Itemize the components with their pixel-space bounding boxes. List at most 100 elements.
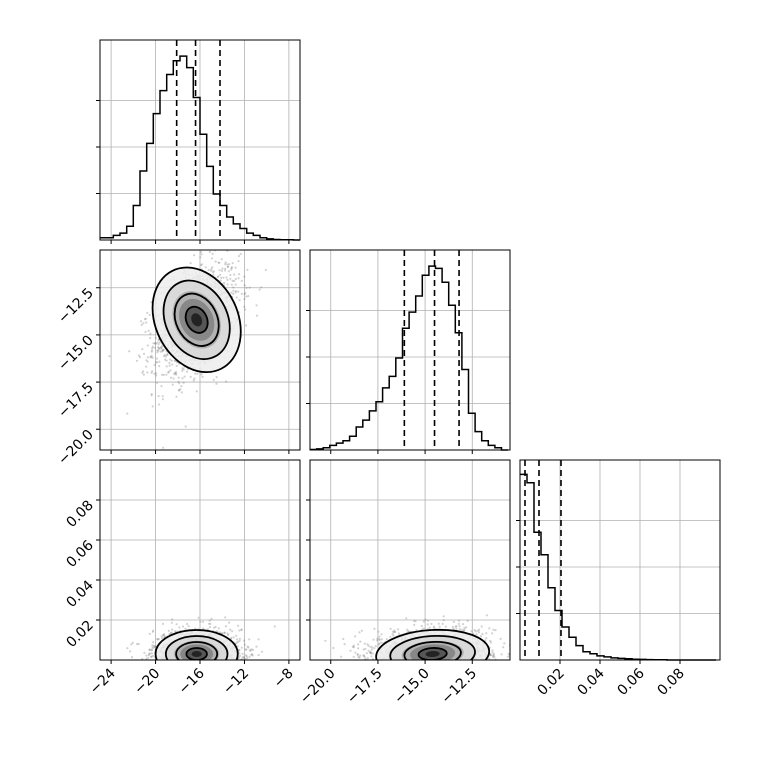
scatter-point [140, 323, 143, 326]
scatter-point [235, 638, 239, 641]
scatter-point [168, 358, 172, 361]
scatter-point [502, 646, 505, 649]
scatter-point [151, 345, 154, 348]
scatter-point [217, 627, 220, 630]
scatter-point [488, 627, 491, 630]
scatter-point [178, 389, 181, 392]
scatter-point [407, 630, 410, 633]
scatter-point [357, 643, 360, 646]
scatter-point [230, 268, 233, 271]
scatter-point [162, 354, 165, 358]
scatter-point [224, 267, 227, 270]
scatter-point [212, 378, 215, 381]
scatter-point [363, 654, 366, 657]
scatter-point [332, 646, 335, 650]
scatter-point [199, 256, 202, 259]
scatter-point [369, 651, 372, 655]
scatter-point [217, 261, 220, 264]
scatter-point [463, 626, 466, 630]
scatter-point [476, 629, 479, 632]
scatter-point [157, 638, 160, 641]
scatter-point [479, 635, 482, 638]
scatter-point [199, 250, 202, 254]
scatter-point [141, 371, 144, 374]
scatter-point [149, 336, 152, 340]
scatter-point [153, 645, 157, 648]
scatter-point [126, 412, 129, 415]
y-tick-label-row3-2: 0.04 [63, 577, 96, 610]
scatter-point [151, 370, 154, 373]
scatter-point [250, 653, 253, 657]
scatter-point [264, 268, 267, 272]
scatter-point [507, 652, 510, 656]
scatter-point [215, 376, 218, 379]
scatter-point [367, 649, 370, 653]
scatter-point [378, 635, 381, 638]
scatter-point [226, 632, 229, 635]
scatter-point [354, 651, 357, 654]
density-shade-6 [425, 650, 440, 658]
scatter-point [129, 650, 132, 653]
scatter-point [141, 348, 144, 351]
scatter-point [232, 289, 235, 292]
scatter-point [245, 295, 248, 298]
scatter-point [220, 258, 223, 261]
scatter-point [378, 642, 381, 645]
scatter-point [466, 619, 469, 623]
scatter-point [357, 647, 360, 650]
scatter-point [489, 654, 492, 657]
scatter-point [237, 640, 240, 643]
scatter-point [473, 629, 476, 632]
hist-panel-2 [306, 249, 511, 451]
scatter-point [371, 646, 374, 649]
scatter-point [143, 318, 146, 321]
scatter-point [255, 304, 258, 307]
scatter-point [171, 363, 174, 366]
scatter-point [378, 638, 381, 642]
scatter-point [142, 322, 145, 325]
scatter-point [163, 633, 166, 636]
scatter-point [175, 373, 178, 376]
y-tick-label-row3-4: 0.08 [63, 498, 96, 531]
scatter-point [248, 649, 251, 652]
scatter-point [137, 354, 141, 357]
scatter-point [391, 630, 395, 633]
scatter-point [225, 276, 228, 279]
scatter-point [488, 657, 491, 660]
scatter-point [243, 643, 246, 646]
scatter-point [452, 627, 455, 631]
scatter-point [228, 621, 231, 624]
scatter-point [485, 614, 488, 617]
x-tick-label-col3-4: 0.08 [654, 666, 687, 699]
scatter-point [146, 356, 149, 359]
scatter-point [237, 260, 240, 263]
scatter-point [273, 625, 276, 628]
scatter-point [145, 359, 148, 362]
scatter-point [229, 273, 232, 277]
scatter-point [151, 347, 154, 350]
scatter-point [217, 275, 220, 278]
scatter-point [156, 638, 159, 641]
scatter-point [363, 656, 366, 659]
scatter-point [126, 647, 129, 650]
scatter-point [189, 375, 192, 378]
scatter-point [138, 356, 141, 359]
scatter-point [376, 639, 379, 642]
scatter-point [226, 265, 229, 268]
scatter-point [219, 273, 222, 276]
scatter-point [243, 305, 246, 308]
scatter-point [210, 257, 214, 260]
scatter-point [216, 630, 219, 633]
scatter-point [493, 655, 496, 658]
scatter-point [171, 618, 174, 621]
scatter-point [146, 360, 149, 363]
scatter-point [222, 276, 225, 279]
scatter-point [175, 395, 178, 398]
scatter-point [154, 336, 157, 339]
scatter-point [358, 631, 361, 634]
scatter-point [261, 248, 263, 250]
scatter-point [372, 638, 375, 641]
scatter-point [193, 377, 196, 380]
scatter-point [211, 271, 214, 274]
scatter-point [243, 284, 246, 287]
